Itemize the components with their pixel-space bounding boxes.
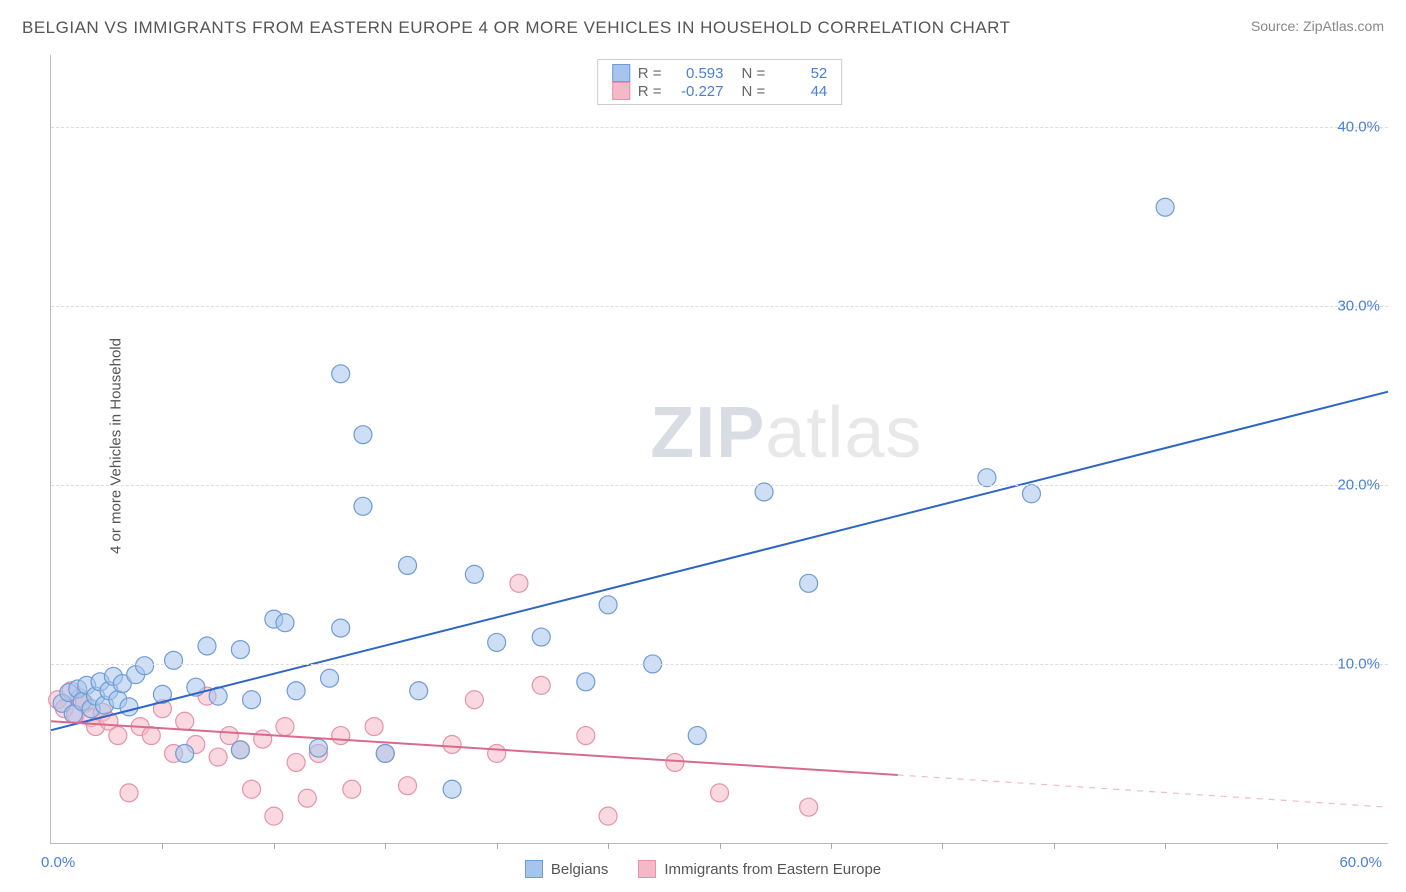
x-tick — [1165, 843, 1166, 849]
x-tick — [831, 843, 832, 849]
gridline — [51, 306, 1388, 307]
x-tick — [385, 843, 386, 849]
n-value: 52 — [773, 65, 827, 82]
legend-bottom: Belgians Immigrants from Eastern Europe — [0, 860, 1406, 878]
chart-plot-area: ZIPatlas R =0.593N =52R =-0.227N =44 0.0… — [50, 55, 1388, 844]
source-label: Source: ZipAtlas.com — [1251, 18, 1384, 34]
gridline — [51, 664, 1388, 665]
r-value: -0.227 — [670, 83, 724, 100]
series-swatch — [612, 64, 630, 82]
series-swatch — [612, 82, 630, 100]
stats-row: R = -0.227 N = 44 — [612, 82, 828, 100]
stats-row: R = 0.593 N = 52 — [612, 64, 828, 82]
legend-item: Belgians — [525, 860, 609, 878]
gridline — [51, 485, 1388, 486]
x-tick — [720, 843, 721, 849]
x-tick — [1277, 843, 1278, 849]
gridline — [51, 127, 1388, 128]
chart-svg — [51, 55, 1388, 843]
x-tick — [1054, 843, 1055, 849]
x-tick — [497, 843, 498, 849]
stats-legend-box: R = 0.593 N = 52 R = -0.227 N = 44 — [597, 59, 843, 105]
r-value: 0.593 — [670, 65, 724, 82]
n-label: N = — [742, 65, 766, 82]
legend-label: Belgians — [551, 861, 609, 878]
r-label: R = — [638, 65, 662, 82]
legend-label: Immigrants from Eastern Europe — [664, 861, 881, 878]
x-tick — [162, 843, 163, 849]
x-tick — [608, 843, 609, 849]
x-tick — [274, 843, 275, 849]
legend-swatch — [638, 860, 656, 878]
x-tick — [942, 843, 943, 849]
y-tick-label: 30.0% — [1337, 297, 1380, 314]
r-label: R = — [638, 83, 662, 100]
legend-item: Immigrants from Eastern Europe — [638, 860, 881, 878]
chart-title: BELGIAN VS IMMIGRANTS FROM EASTERN EUROP… — [22, 18, 1011, 38]
y-tick-label: 40.0% — [1337, 118, 1380, 135]
n-label: N = — [742, 83, 766, 100]
legend-swatch — [525, 860, 543, 878]
y-tick-label: 10.0% — [1337, 655, 1380, 672]
n-value: 44 — [773, 83, 827, 100]
y-tick-label: 20.0% — [1337, 476, 1380, 493]
